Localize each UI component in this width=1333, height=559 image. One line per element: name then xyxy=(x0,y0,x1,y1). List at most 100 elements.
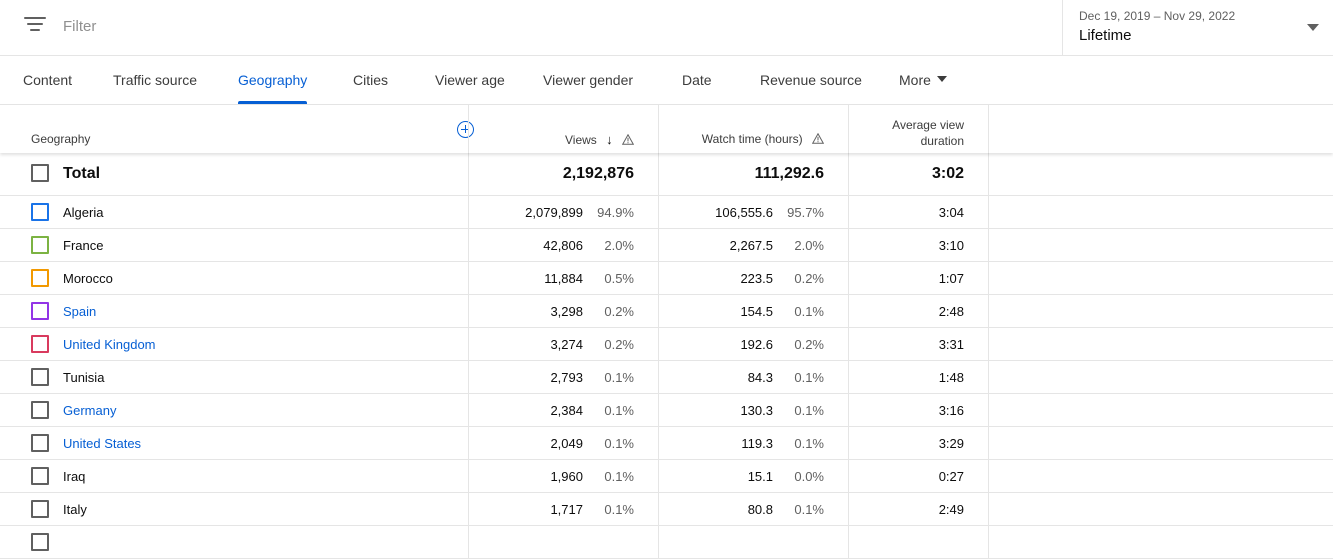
average-view-duration-value: 1:07 xyxy=(938,271,964,286)
views-value: 3,274 xyxy=(550,337,583,352)
tab-more[interactable]: More xyxy=(899,56,947,104)
total-checkbox[interactable] xyxy=(31,164,49,182)
average-view-duration-value: 3:31 xyxy=(938,337,964,352)
header-watch-time[interactable]: Watch time (hours) xyxy=(658,105,848,153)
tab-label: Geography xyxy=(238,72,308,88)
row-checkbox[interactable] xyxy=(31,335,49,353)
dropdown-caret-icon xyxy=(1307,24,1319,31)
filter-input[interactable]: Filter xyxy=(63,18,97,35)
watch-time-percent: 0.1% xyxy=(794,403,824,418)
average-view-duration-value: 3:04 xyxy=(938,205,964,220)
tab-label: Viewer gender xyxy=(543,72,634,88)
country-name[interactable]: United States xyxy=(63,436,142,451)
average-view-duration-value: 3:29 xyxy=(938,436,964,451)
row-checkbox[interactable] xyxy=(31,203,49,221)
tab-traffic-source[interactable]: Traffic source xyxy=(113,56,197,104)
tab-label: Content xyxy=(23,72,73,88)
views-percent: 0.1% xyxy=(604,502,634,517)
watch-time-percent: 0.1% xyxy=(794,502,824,517)
watch-time-value: 80.8 xyxy=(747,502,773,517)
tab-label: Date xyxy=(682,72,712,88)
views-percent: 0.2% xyxy=(604,337,634,352)
country-name[interactable]: United Kingdom xyxy=(63,337,156,352)
warning-icon[interactable] xyxy=(622,134,634,146)
tab-cities[interactable]: Cities xyxy=(353,56,388,104)
more-caret-icon xyxy=(936,76,947,83)
average-view-duration-value: 2:48 xyxy=(938,304,964,319)
sort-descending-icon: ↓ xyxy=(606,132,613,147)
row-checkbox[interactable] xyxy=(31,302,49,320)
views-value: 1,717 xyxy=(550,502,583,517)
watch-time-value: 223.5 xyxy=(740,271,773,286)
row-checkbox[interactable] xyxy=(31,500,49,518)
table-row: Algeria 2,079,899 94.9% 106,555.6 95.7% 3:04 xyxy=(0,196,1333,229)
views-value: 42,806 xyxy=(543,238,583,253)
views-percent: 94.9% xyxy=(597,205,634,220)
tab-label: More xyxy=(899,72,931,88)
total-row: Total 2,192,876 111,292.6 3:02 xyxy=(0,153,1333,196)
row-checkbox[interactable] xyxy=(31,533,49,551)
country-name: Algeria xyxy=(63,205,104,220)
top-bar: Filter Dec 19, 2019 – Nov 29, 2022 Lifet… xyxy=(0,0,1333,56)
row-checkbox[interactable] xyxy=(31,434,49,452)
total-label: Total xyxy=(63,165,101,182)
table-row: France 42,806 2.0% 2,267.5 2.0% 3:10 xyxy=(0,229,1333,262)
watch-time-percent: 2.0% xyxy=(794,238,824,253)
header-geography[interactable]: Geography xyxy=(0,105,468,153)
views-percent: 2.0% xyxy=(604,238,634,253)
row-checkbox[interactable] xyxy=(31,269,49,287)
watch-time-percent: 0.1% xyxy=(794,304,824,319)
header-label: Watch time (hours) xyxy=(701,132,803,146)
watch-time-percent: 0.1% xyxy=(794,370,824,385)
watch-time-value: 84.3 xyxy=(747,370,773,385)
views-percent: 0.1% xyxy=(604,469,634,484)
tab-date[interactable]: Date xyxy=(682,56,712,104)
views-percent: 0.1% xyxy=(604,403,634,418)
views-percent: 0.2% xyxy=(604,304,634,319)
views-value: 11,884 xyxy=(544,271,583,286)
watch-time-value: 192.6 xyxy=(740,337,773,352)
average-view-duration-value: 3:16 xyxy=(938,403,964,418)
country-name[interactable]: Spain xyxy=(63,304,97,319)
date-range-text: Dec 19, 2019 – Nov 29, 2022 xyxy=(1079,9,1236,23)
total-watch-time: 111,292.6 xyxy=(754,165,824,182)
tab-label: Cities xyxy=(353,72,389,88)
row-checkbox[interactable] xyxy=(31,368,49,386)
tab-viewer-gender[interactable]: Viewer gender xyxy=(543,56,633,104)
active-tab-indicator xyxy=(238,101,308,104)
table-row: Tunisia 2,793 0.1% 84.3 0.1% 1:48 xyxy=(0,361,1333,394)
tab-viewer-age[interactable]: Viewer age xyxy=(435,56,505,104)
views-percent: 0.1% xyxy=(604,436,634,451)
table-row-partial xyxy=(0,526,1333,559)
table-row: Italy 1,717 0.1% 80.8 0.1% 2:49 xyxy=(0,493,1333,526)
tab-content[interactable]: Content xyxy=(23,56,72,104)
warning-icon[interactable] xyxy=(812,133,824,145)
country-name: Morocco xyxy=(63,271,113,286)
watch-time-value: 106,555.6 xyxy=(715,205,773,220)
average-view-duration-value: 1:48 xyxy=(938,370,964,385)
watch-time-value: 130.3 xyxy=(740,403,773,418)
header-average-view-duration[interactable]: Average view duration xyxy=(848,105,989,153)
tab-label: Revenue source xyxy=(760,72,862,88)
row-checkbox[interactable] xyxy=(31,467,49,485)
filter-icon[interactable] xyxy=(24,17,46,37)
tab-revenue-source[interactable]: Revenue source xyxy=(760,56,862,104)
total-average-view-duration: 3:02 xyxy=(931,165,964,182)
row-checkbox[interactable] xyxy=(31,401,49,419)
tab-label: Traffic source xyxy=(113,72,198,88)
tab-label: Viewer age xyxy=(435,72,505,88)
watch-time-value: 119.3 xyxy=(741,436,773,451)
watch-time-value: 15.1 xyxy=(747,469,773,484)
row-checkbox[interactable] xyxy=(31,236,49,254)
date-period-label: Lifetime xyxy=(1079,27,1132,44)
add-column-icon[interactable] xyxy=(457,121,474,138)
date-range-selector[interactable]: Dec 19, 2019 – Nov 29, 2022 Lifetime xyxy=(1062,0,1333,56)
country-name[interactable]: Germany xyxy=(63,403,117,418)
table-row: Morocco 11,884 0.5% 223.5 0.2% 1:07 xyxy=(0,262,1333,295)
views-value: 2,049 xyxy=(550,436,583,451)
country-name: France xyxy=(63,238,104,253)
watch-time-percent: 0.0% xyxy=(794,469,824,484)
views-value: 2,384 xyxy=(550,403,583,418)
header-views[interactable]: Views ↓ xyxy=(468,105,658,153)
tab-geography[interactable]: Geography xyxy=(238,56,308,104)
